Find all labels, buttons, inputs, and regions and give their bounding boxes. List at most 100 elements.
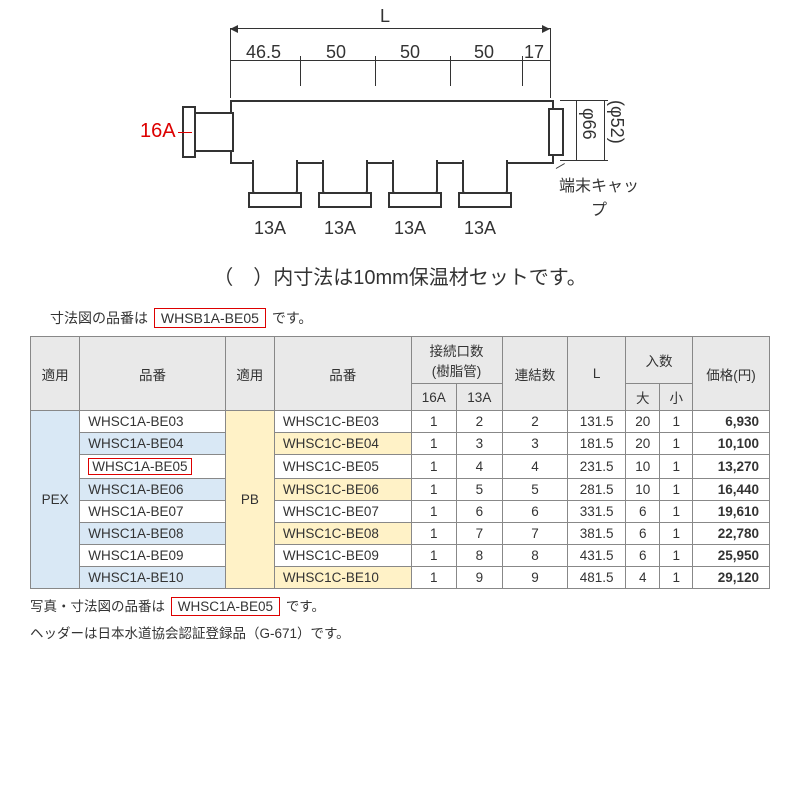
- table-row: WHSC1A-BE08WHSC1C-BE08177381.56122,780: [31, 523, 770, 545]
- cell-small: 1: [660, 501, 693, 523]
- group-pb: PB: [225, 411, 274, 589]
- cell-pn: WHSC1A-BE10: [80, 567, 226, 589]
- cell-pn: WHSC1A-BE04: [80, 433, 226, 455]
- cell-price: 29,120: [693, 567, 770, 589]
- cell-link: 9: [502, 567, 568, 589]
- cell-c16: 1: [411, 479, 457, 501]
- cell-pn: WHSC1A-BE03: [80, 411, 226, 433]
- cell-L: 281.5: [568, 479, 626, 501]
- cell-link: 6: [502, 501, 568, 523]
- dimension-diagram: L 46.5 50 50 50 17 16A φ66 (φ52) 端末キャップ: [20, 20, 780, 253]
- cell-c16: 1: [411, 411, 457, 433]
- cell-L: 331.5: [568, 501, 626, 523]
- ref-upper-prefix: 寸法図の品番は: [50, 310, 148, 326]
- ref-upper-code: WHSB1A-BE05: [154, 308, 266, 328]
- dim-seg1: 46.5: [246, 42, 281, 63]
- cell-big: 20: [625, 411, 659, 433]
- th-price: 価格(円): [693, 337, 770, 411]
- th-use1: 適用: [31, 337, 80, 411]
- cell-big: 6: [625, 523, 659, 545]
- cell-price: 13,270: [693, 455, 770, 479]
- ref-lower-code: WHSC1A-BE05: [171, 597, 280, 616]
- cell-small: 1: [660, 545, 693, 567]
- cell-c13: 9: [457, 567, 503, 589]
- cell-big: 10: [625, 455, 659, 479]
- table-row: WHSC1A-BE07WHSC1C-BE07166331.56119,610: [31, 501, 770, 523]
- dim-seg5: 17: [524, 42, 544, 63]
- footnote-cert: ヘッダーは日本水道協会認証登録品（G-671）です。: [30, 622, 780, 642]
- cell-small: 1: [660, 479, 693, 501]
- table-row: WHSC1A-BE09WHSC1C-BE09188431.56125,950: [31, 545, 770, 567]
- th-conn: 接続口数 (樹脂管): [411, 337, 502, 384]
- cell-link: 2: [502, 411, 568, 433]
- ref-lower-prefix: 写真・寸法図の品番は: [30, 599, 165, 614]
- cell-small: 1: [660, 455, 693, 479]
- dim-seg4: 50: [474, 42, 494, 63]
- cell-L: 481.5: [568, 567, 626, 589]
- th-link: 連結数: [502, 337, 568, 411]
- th-L: L: [568, 337, 626, 411]
- spec-table: 適用 品番 適用 品番 接続口数 (樹脂管) 連結数 L 入数 価格(円) 16…: [30, 336, 770, 589]
- cell-pn2: WHSC1C-BE10: [274, 567, 411, 589]
- dim-dia2: (φ52): [606, 100, 627, 144]
- cell-pn2: WHSC1C-BE08: [274, 523, 411, 545]
- group-pex: PEX: [31, 411, 80, 589]
- ref-lower: 写真・寸法図の品番は WHSC1A-BE05 です。: [30, 595, 780, 616]
- cell-pn: WHSC1A-BE07: [80, 501, 226, 523]
- table-row: WHSC1A-BE05WHSC1C-BE05144231.510113,270: [31, 455, 770, 479]
- th-part2: 品番: [274, 337, 411, 411]
- dim-seg2: 50: [326, 42, 346, 63]
- cell-L: 131.5: [568, 411, 626, 433]
- th-13a: 13A: [457, 384, 503, 411]
- cell-pn: WHSC1A-BE05: [80, 455, 226, 479]
- th-qty: 入数: [625, 337, 692, 384]
- cell-c13: 5: [457, 479, 503, 501]
- cell-small: 1: [660, 411, 693, 433]
- dim-seg3: 50: [400, 42, 420, 63]
- cell-c13: 4: [457, 455, 503, 479]
- cell-link: 4: [502, 455, 568, 479]
- th-big: 大: [625, 384, 659, 411]
- cell-price: 6,930: [693, 411, 770, 433]
- table-row: PEXWHSC1A-BE03PBWHSC1C-BE03122131.52016,…: [31, 411, 770, 433]
- outlet-label: 13A: [394, 218, 426, 239]
- cell-pn: WHSC1A-BE06: [80, 479, 226, 501]
- ref-lower-suffix: です。: [286, 599, 325, 614]
- dim-dia1: φ66: [578, 108, 599, 140]
- cell-c13: 6: [457, 501, 503, 523]
- cell-price: 22,780: [693, 523, 770, 545]
- cell-pn2: WHSC1C-BE07: [274, 501, 411, 523]
- diagram-note: （ ）内寸法は10mm保温材セットです。: [20, 261, 780, 290]
- cell-c16: 1: [411, 455, 457, 479]
- cell-link: 7: [502, 523, 568, 545]
- inlet-label: 16A: [140, 120, 176, 143]
- cell-link: 3: [502, 433, 568, 455]
- cell-big: 10: [625, 479, 659, 501]
- cell-c16: 1: [411, 433, 457, 455]
- cell-pn2: WHSC1C-BE04: [274, 433, 411, 455]
- table-row: WHSC1A-BE06WHSC1C-BE06155281.510116,440: [31, 479, 770, 501]
- cell-pn2: WHSC1C-BE05: [274, 455, 411, 479]
- cell-big: 20: [625, 433, 659, 455]
- cell-pn: WHSC1A-BE09: [80, 545, 226, 567]
- outlet-label: 13A: [254, 218, 286, 239]
- cell-L: 181.5: [568, 433, 626, 455]
- table-row: WHSC1A-BE10WHSC1C-BE10199481.54129,120: [31, 567, 770, 589]
- th-part1: 品番: [80, 337, 226, 411]
- th-use2: 適用: [225, 337, 274, 411]
- cell-pn2: WHSC1C-BE03: [274, 411, 411, 433]
- outlet-label: 13A: [324, 218, 356, 239]
- cell-c13: 3: [457, 433, 503, 455]
- cell-c16: 1: [411, 545, 457, 567]
- cell-big: 6: [625, 501, 659, 523]
- cell-price: 10,100: [693, 433, 770, 455]
- cell-pn: WHSC1A-BE08: [80, 523, 226, 545]
- cell-price: 19,610: [693, 501, 770, 523]
- table-row: WHSC1A-BE04WHSC1C-BE04133181.520110,100: [31, 433, 770, 455]
- cell-link: 5: [502, 479, 568, 501]
- cell-c16: 1: [411, 567, 457, 589]
- cell-big: 6: [625, 545, 659, 567]
- cell-pn2: WHSC1C-BE06: [274, 479, 411, 501]
- cell-link: 8: [502, 545, 568, 567]
- cell-c16: 1: [411, 523, 457, 545]
